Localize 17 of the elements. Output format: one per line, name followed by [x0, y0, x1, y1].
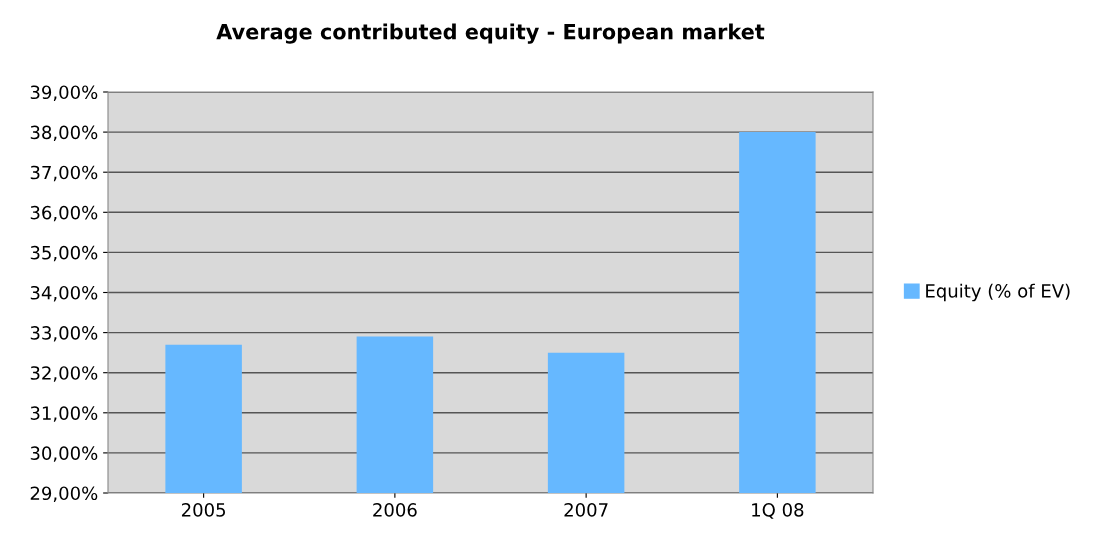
x-tick-label: 2006 [373, 503, 417, 517]
y-tick-label: 32,00% [30, 366, 98, 382]
y-tick-label: 34,00% [30, 285, 98, 302]
y-tick-label: 30,00% [30, 446, 98, 462]
y-tick-label: 31,00% [30, 406, 98, 422]
y-tick-label: 38,00% [30, 125, 98, 142]
y-tick-label: 37,00% [30, 165, 98, 182]
x-tick-label: 2005 [181, 503, 226, 517]
y-tick-label: 33,00% [30, 326, 98, 342]
x-tick-label: 2007 [564, 503, 608, 517]
y-tick-label: 29,00% [30, 486, 98, 502]
chart-title: Average contributed equity - European market [216, 23, 765, 44]
y-tick-label: 36,00% [30, 205, 98, 222]
legend-label: Equity (% of EV) [926, 283, 1070, 302]
x-tick-label: 1Q 08 [752, 503, 804, 519]
y-tick-label: 35,00% [30, 245, 98, 262]
y-tick-label: 39,00% [30, 85, 98, 101]
